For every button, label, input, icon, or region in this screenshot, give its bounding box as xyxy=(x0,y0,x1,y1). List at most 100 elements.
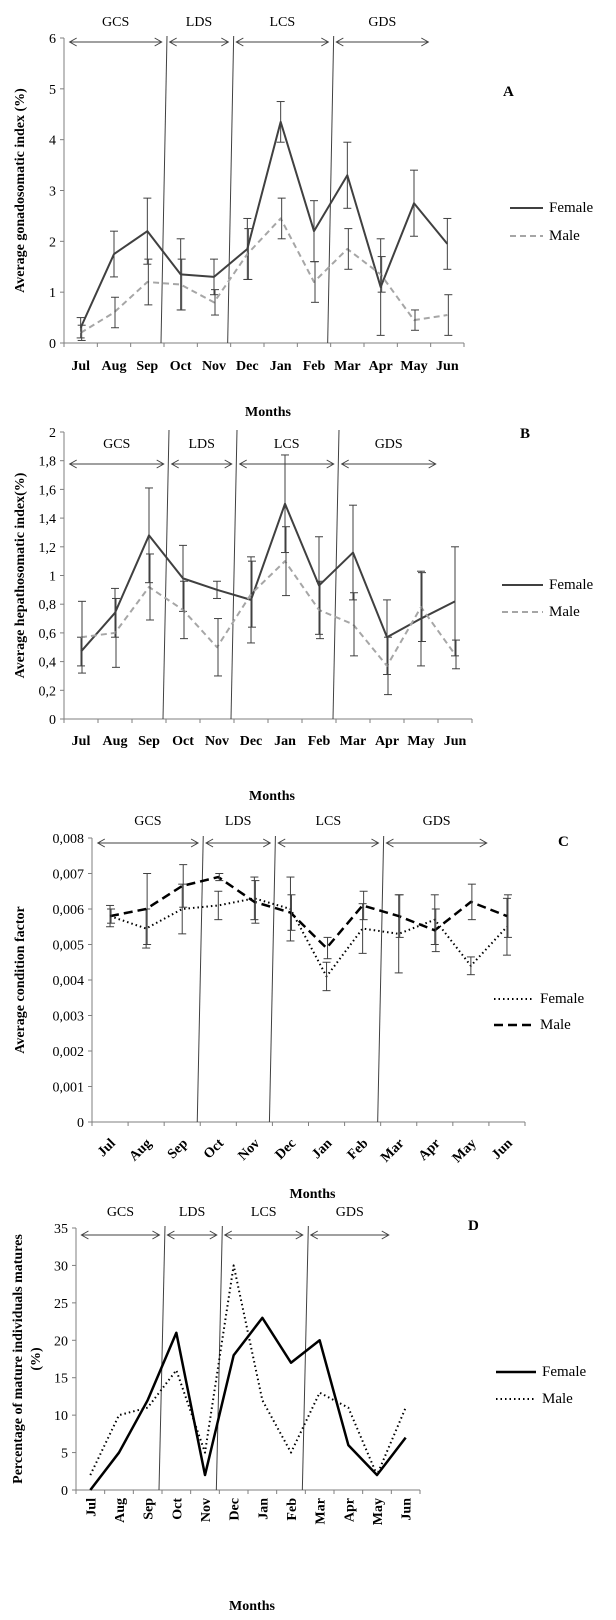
season-arrow-head-right xyxy=(371,838,380,848)
chart-panel-b: 0 0,2 0,4 0,6 0,8 1 1,2 1,4 1,6 1,8 2 Jul Aug Sep Oct N… xyxy=(13,426,593,804)
y-tick-label: 0 xyxy=(49,713,56,728)
x-tick-label: Oct xyxy=(172,734,194,749)
x-tick-label: Nov xyxy=(202,359,226,374)
season-label: LCS xyxy=(251,1205,277,1220)
x-tick-label: May xyxy=(400,359,427,374)
legend-label-female: Female xyxy=(540,991,584,1007)
season-label: GDS xyxy=(375,437,403,452)
legend-label-female: Female xyxy=(549,577,593,593)
season-arrow-head-left xyxy=(168,37,177,47)
season-arrow-head-left xyxy=(309,1230,319,1240)
x-axis-title: Months xyxy=(249,789,295,804)
series-line-male xyxy=(80,560,456,667)
x-tick-label: Apr xyxy=(369,359,393,374)
season-label: LDS xyxy=(225,814,251,829)
y-tick-label: 0,005 xyxy=(53,939,85,954)
y-tick-label: 0 xyxy=(61,1484,68,1499)
y-tick-label: 0,8 xyxy=(39,598,57,613)
x-tick-label: Sep xyxy=(142,1498,157,1520)
season-divider-line xyxy=(215,1225,223,1491)
series-line-female xyxy=(89,1316,407,1491)
x-tick-label: Oct xyxy=(170,1498,185,1520)
season-arrow-head-right xyxy=(321,37,330,47)
x-tick-label: Sep xyxy=(138,734,160,749)
panel-letter: D xyxy=(468,1218,479,1234)
series-line-female xyxy=(80,502,456,653)
x-tick-label: Sep xyxy=(136,359,158,374)
y-tick-label: 20 xyxy=(54,1334,68,1349)
x-tick-label: May xyxy=(371,1498,386,1525)
y-tick-label: 0,006 xyxy=(53,903,85,918)
season-arrow-head-left xyxy=(238,459,247,469)
y-tick-label: 0,6 xyxy=(39,627,57,642)
y-tick-label: 10 xyxy=(54,1409,68,1424)
y-axis-title: Average hepathosomatic index(%) xyxy=(13,472,28,678)
x-tick-label: Nov xyxy=(199,1498,214,1522)
x-axis-title: Months xyxy=(229,1599,275,1614)
season-label: GCS xyxy=(107,1205,134,1220)
x-tick-label: Feb xyxy=(303,359,326,374)
y-axis-title-unit: (%) xyxy=(29,1347,44,1371)
y-axis-title: Percentage of mature individuals matures xyxy=(11,1234,26,1484)
chart-panel-d: 0 5 10 15 20 25 30 35 Jul Aug Sep Oct Nov Dec Jan Feb Ma… xyxy=(11,1205,586,1614)
y-tick-label: 4 xyxy=(49,134,56,149)
legend-label-female: Female xyxy=(542,1364,586,1380)
season-arrow-head-right xyxy=(190,838,200,848)
season-divider-line xyxy=(162,429,170,720)
season-divider-line xyxy=(377,835,385,1123)
series-line-male xyxy=(89,1264,407,1477)
season-label: GCS xyxy=(134,814,161,829)
x-tick-label: Dec xyxy=(228,1498,243,1521)
season-label: GDS xyxy=(336,1205,364,1220)
y-tick-label: 0,2 xyxy=(39,684,57,699)
y-tick-label: 0,007 xyxy=(53,868,85,883)
season-label: LCS xyxy=(269,15,295,30)
season-arrow-head-left xyxy=(335,37,344,47)
legend-label-male: Male xyxy=(549,604,580,620)
season-arrow-head-right xyxy=(154,37,163,47)
x-tick-label: Aug xyxy=(113,1498,128,1523)
season-label: LDS xyxy=(188,437,214,452)
x-tick-label: Feb xyxy=(308,734,331,749)
y-tick-label: 2 xyxy=(49,426,56,441)
season-divider-line xyxy=(227,35,235,344)
season-arrow-head-left xyxy=(80,1230,89,1240)
x-axis-title: Months xyxy=(245,405,291,420)
season-arrow-head-left xyxy=(340,459,349,469)
x-axis-title: Months xyxy=(290,1187,336,1202)
y-tick-label: 0,002 xyxy=(53,1045,85,1060)
x-tick-label: Feb xyxy=(285,1498,300,1521)
x-tick-label: Apr xyxy=(416,1136,444,1164)
y-tick-label: 30 xyxy=(54,1259,68,1274)
y-tick-label: 25 xyxy=(54,1297,68,1312)
panel-letter: B xyxy=(520,426,530,442)
x-tick-label: Dec xyxy=(236,359,259,374)
y-tick-label: 5 xyxy=(49,83,56,98)
x-tick-label: Sep xyxy=(165,1136,191,1162)
x-tick-label: May xyxy=(407,734,434,749)
y-tick-label: 0,004 xyxy=(53,974,85,989)
season-label: LDS xyxy=(186,15,212,30)
season-label: GCS xyxy=(102,15,129,30)
season-arrow-head-left xyxy=(68,459,77,469)
season-arrow-head-left xyxy=(235,37,244,47)
season-label: GDS xyxy=(423,814,451,829)
x-tick-label: Oct xyxy=(201,1136,227,1162)
season-divider-line xyxy=(230,429,238,720)
x-tick-label: Jul xyxy=(95,1136,119,1160)
x-tick-label: Aug xyxy=(127,1136,155,1164)
season-label: GDS xyxy=(368,15,396,30)
x-tick-label: Aug xyxy=(103,734,128,749)
x-tick-label: Aug xyxy=(102,359,127,374)
season-arrow-head-left xyxy=(223,1230,233,1240)
x-tick-label: Jun xyxy=(400,1498,415,1521)
chart-panel-c: 0 0,001 0,002 0,003 0,004 0,005 0,006 0,007 0,00… xyxy=(13,814,584,1202)
y-tick-label: 35 xyxy=(54,1222,68,1237)
x-tick-label: Jan xyxy=(270,359,292,374)
x-tick-label: Jan xyxy=(274,734,296,749)
season-arrow-head-right xyxy=(221,37,230,47)
season-arrow-head-right xyxy=(326,459,335,469)
season-divider-line xyxy=(332,429,340,720)
season-arrow-head-right xyxy=(428,459,437,469)
